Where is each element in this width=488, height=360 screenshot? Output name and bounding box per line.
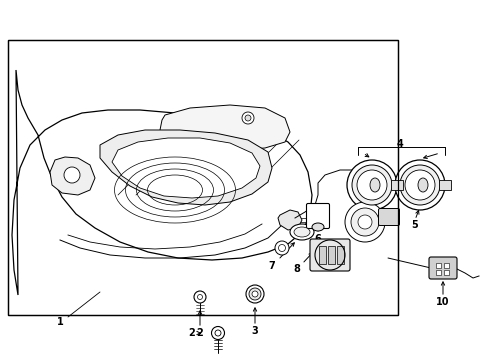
FancyBboxPatch shape	[309, 239, 349, 271]
Circle shape	[211, 327, 224, 339]
Circle shape	[242, 112, 253, 124]
Circle shape	[278, 244, 285, 252]
Ellipse shape	[369, 178, 379, 192]
Circle shape	[245, 285, 264, 303]
Circle shape	[194, 291, 205, 303]
Bar	[8, 40, 397, 315]
Circle shape	[356, 170, 386, 200]
Circle shape	[248, 288, 261, 300]
Polygon shape	[278, 210, 302, 230]
Text: 5: 5	[411, 220, 418, 230]
Ellipse shape	[311, 223, 324, 231]
Circle shape	[399, 165, 439, 205]
Bar	[443, 270, 448, 275]
Text: 6: 6	[314, 234, 321, 244]
Circle shape	[244, 115, 250, 121]
Text: 10: 10	[435, 297, 449, 307]
Ellipse shape	[293, 227, 309, 237]
Circle shape	[404, 170, 434, 200]
Circle shape	[346, 160, 396, 210]
Bar	[327, 246, 334, 264]
FancyBboxPatch shape	[428, 257, 456, 279]
Polygon shape	[12, 70, 311, 295]
Bar	[443, 263, 448, 268]
Circle shape	[215, 330, 221, 336]
Bar	[8, 40, 397, 315]
Text: 1: 1	[57, 317, 63, 327]
Ellipse shape	[289, 224, 313, 240]
Circle shape	[357, 215, 371, 229]
Bar	[390, 180, 402, 190]
Bar	[438, 180, 450, 190]
Text: 2: 2	[188, 328, 195, 338]
Text: 8: 8	[293, 264, 300, 274]
Circle shape	[64, 167, 80, 183]
Text: 4: 4	[396, 139, 403, 149]
Bar	[435, 270, 440, 275]
Polygon shape	[112, 138, 260, 198]
Polygon shape	[160, 105, 289, 150]
Ellipse shape	[417, 178, 427, 192]
Text: 9: 9	[364, 220, 370, 230]
FancyBboxPatch shape	[378, 208, 399, 225]
Text: 2: 2	[196, 328, 203, 338]
Text: 7: 7	[268, 261, 275, 271]
Circle shape	[274, 241, 288, 255]
Polygon shape	[100, 130, 271, 205]
Polygon shape	[50, 157, 95, 195]
Bar	[336, 246, 343, 264]
Bar	[435, 263, 440, 268]
Circle shape	[350, 208, 378, 236]
Text: 3: 3	[251, 326, 258, 336]
Circle shape	[394, 160, 444, 210]
Circle shape	[351, 165, 391, 205]
Circle shape	[345, 202, 384, 242]
Circle shape	[251, 291, 258, 297]
Bar	[318, 246, 325, 264]
Circle shape	[197, 294, 202, 300]
FancyBboxPatch shape	[306, 203, 329, 229]
